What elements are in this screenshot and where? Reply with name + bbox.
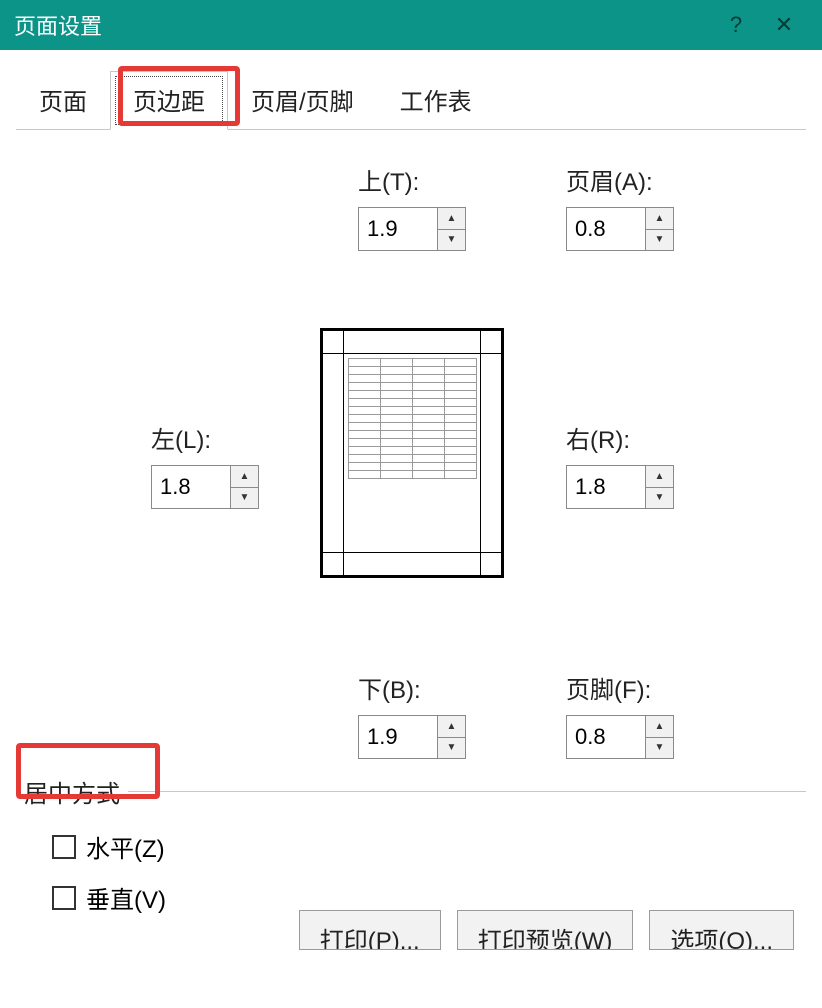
spinner-left[interactable]: ▲ ▼ (151, 465, 259, 509)
center-mode-legend: 居中方式 (16, 770, 128, 813)
spinner-footer[interactable]: ▲ ▼ (566, 715, 674, 759)
spinner-top[interactable]: ▲ ▼ (358, 207, 466, 251)
titlebar: 页面设置 ? ✕ (0, 0, 822, 50)
field-right-margin: 右(R): ▲ ▼ (566, 420, 674, 509)
window-title: 页面设置 (14, 9, 712, 41)
spin-up-icon[interactable]: ▲ (646, 466, 673, 488)
input-top[interactable] (359, 208, 437, 250)
spin-up-icon[interactable]: ▲ (438, 208, 465, 230)
label-left: 左(L): (151, 420, 259, 455)
checkbox-horizontal[interactable]: 水平(Z) (52, 829, 806, 864)
page-preview-icon (320, 328, 504, 578)
tab-margins[interactable]: 页边距 (110, 71, 228, 130)
label-footer: 页脚(F): (566, 670, 674, 705)
spin-down-icon[interactable]: ▼ (646, 230, 673, 251)
tab-sheet[interactable]: 工作表 (377, 71, 495, 130)
input-footer[interactable] (567, 716, 645, 758)
dialog-buttons: 打印(P)... 打印预览(W) 选项(O)... (299, 910, 794, 950)
checkbox-horizontal-label: 水平(Z) (86, 829, 165, 864)
spin-up-icon[interactable]: ▲ (646, 716, 673, 738)
spin-up-icon[interactable]: ▲ (438, 716, 465, 738)
input-left[interactable] (152, 466, 230, 508)
label-right: 右(R): (566, 420, 674, 455)
label-bottom: 下(B): (358, 670, 466, 705)
input-bottom[interactable] (359, 716, 437, 758)
field-left-margin: 左(L): ▲ ▼ (151, 420, 259, 509)
spin-down-icon[interactable]: ▼ (646, 488, 673, 509)
print-preview-button[interactable]: 打印预览(W) (457, 910, 634, 950)
spinner-header[interactable]: ▲ ▼ (566, 207, 674, 251)
input-right[interactable] (567, 466, 645, 508)
tab-page[interactable]: 页面 (16, 71, 110, 130)
help-icon[interactable]: ? (712, 12, 760, 38)
field-header-margin: 页眉(A): ▲ ▼ (566, 162, 674, 251)
close-icon[interactable]: ✕ (760, 12, 808, 38)
checkbox-vertical-label: 垂直(V) (86, 880, 166, 915)
checkbox-icon[interactable] (52, 886, 76, 910)
center-mode-section: 居中方式 水平(Z) 垂直(V) (16, 770, 806, 915)
spin-up-icon[interactable]: ▲ (646, 208, 673, 230)
tab-header-footer[interactable]: 页眉/页脚 (228, 71, 377, 130)
field-footer-margin: 页脚(F): ▲ ▼ (566, 670, 674, 759)
tab-margins-label: 页边距 (133, 89, 205, 116)
checkbox-icon[interactable] (52, 835, 76, 859)
label-top: 上(T): (358, 162, 466, 197)
spin-down-icon[interactable]: ▼ (438, 230, 465, 251)
spin-down-icon[interactable]: ▼ (231, 488, 258, 509)
spinner-right[interactable]: ▲ ▼ (566, 465, 674, 509)
spin-down-icon[interactable]: ▼ (438, 738, 465, 759)
options-button[interactable]: 选项(O)... (649, 910, 794, 950)
label-header: 页眉(A): (566, 162, 674, 197)
spin-up-icon[interactable]: ▲ (231, 466, 258, 488)
field-top-margin: 上(T): ▲ ▼ (358, 162, 466, 251)
input-header[interactable] (567, 208, 645, 250)
field-bottom-margin: 下(B): ▲ ▼ (358, 670, 466, 759)
print-button[interactable]: 打印(P)... (299, 910, 441, 950)
spin-down-icon[interactable]: ▼ (646, 738, 673, 759)
spinner-bottom[interactable]: ▲ ▼ (358, 715, 466, 759)
tab-strip: 页面 页边距 页眉/页脚 工作表 (16, 74, 806, 130)
